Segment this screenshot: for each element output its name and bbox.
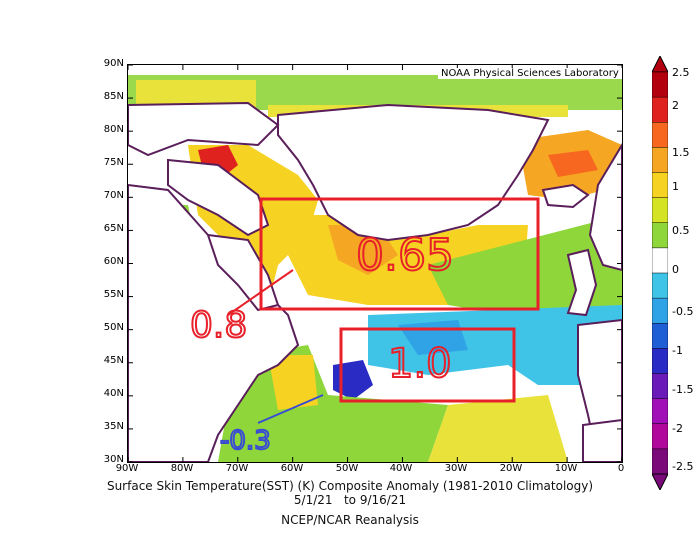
map-title: Surface Skin Temperature(SST) (K) Compos… — [106, 479, 594, 493]
lat-label: 80N — [103, 124, 124, 135]
colorbar-max-arrow — [652, 56, 668, 73]
annotation-box-south — [339, 327, 516, 403]
sst-anomaly-map: 0.65 1.0 0.8 -0.3 — [128, 65, 622, 462]
colorbar-segment — [652, 96, 668, 123]
canadian-archipelago — [128, 101, 280, 157]
scandinavia — [588, 143, 622, 272]
lon-label: 20W — [499, 463, 523, 474]
lat-label: 85N — [103, 91, 124, 102]
colorbar-segment — [652, 448, 668, 475]
colorbar-label: 1 — [672, 180, 679, 193]
lon-label: 60W — [280, 463, 304, 474]
colorbar-label: 2 — [672, 99, 679, 112]
annotation-text-box1: 0.65 — [356, 230, 454, 281]
colorbar-segment — [652, 348, 668, 375]
provider-label: NOAA Physical Sciences Laboratory — [438, 68, 622, 79]
data-source: NCEP/NCAR Reanalysis — [281, 513, 419, 527]
colorbar-segment — [652, 423, 668, 450]
colorbar-label: -0.5 — [672, 305, 694, 318]
date-range: 5/1/21 to 9/16/21 — [293, 493, 407, 507]
lat-label: 40N — [103, 388, 124, 399]
colorbar-label: 0 — [672, 263, 679, 276]
frame-ticks — [128, 65, 622, 462]
colorbar-label: -1.5 — [672, 383, 694, 396]
iceland — [541, 183, 590, 209]
lon-label: 30W — [444, 463, 468, 474]
map-area: 0.65 1.0 0.8 -0.3 — [127, 64, 623, 463]
colorbar-label: -1 — [672, 344, 683, 357]
subpolar-green-east — [428, 215, 622, 315]
lat-label: 55N — [103, 289, 124, 300]
colorbar — [652, 56, 668, 490]
colorbar-segment — [652, 297, 668, 324]
lon-label: 80W — [170, 463, 194, 474]
colorbar-segment — [652, 147, 668, 174]
hand-annotations: 0.65 1.0 0.8 -0.3 — [189, 197, 540, 457]
colorbar-segment — [652, 71, 668, 98]
colorbar-segment — [652, 323, 668, 350]
greenland — [277, 103, 550, 242]
colorbar-min-arrow — [652, 473, 668, 490]
lat-label: 30N — [103, 454, 124, 465]
annotation-pointer-red — [227, 269, 294, 316]
colorbar-segment — [652, 122, 668, 149]
colorbar-segment — [652, 272, 668, 299]
colorbar-segment — [652, 398, 668, 425]
gulf-stream-yellow — [268, 355, 318, 410]
lon-label: 0 — [617, 463, 625, 474]
annotation-text-left: 0.8 — [190, 305, 247, 346]
lat-label: 35N — [103, 421, 124, 432]
colorbar-segment — [652, 197, 668, 224]
british-isles — [566, 248, 598, 317]
colorbar-segment — [652, 172, 668, 199]
lon-label: 70W — [225, 463, 249, 474]
colorbar-segment — [652, 373, 668, 400]
annotation-text-south: -0.3 — [220, 426, 271, 456]
annotation-box-north — [259, 197, 540, 311]
lat-label: 50N — [103, 322, 124, 333]
lat-label: 70N — [103, 190, 124, 201]
lon-label: 10W — [554, 463, 578, 474]
lat-label: 65N — [103, 223, 124, 234]
coastlines — [128, 101, 622, 462]
lat-label: 90N — [103, 58, 124, 69]
lon-label: 90W — [115, 463, 139, 474]
annotation-text-box2: 1.0 — [388, 341, 452, 387]
colorbar-label: 0.5 — [672, 224, 690, 237]
lon-label: 40W — [389, 463, 413, 474]
annotation-pointer-blue — [257, 394, 324, 424]
colorbar-segment — [652, 222, 668, 249]
colorbar-label: -2 — [672, 422, 683, 435]
lat-label: 45N — [103, 355, 124, 366]
lat-label: 60N — [103, 256, 124, 267]
lat-label: 75N — [103, 157, 124, 168]
greenland-sea-core — [548, 150, 598, 177]
baffin-island — [167, 158, 270, 237]
cold-blue-core — [333, 360, 373, 400]
africa-nw — [582, 418, 622, 462]
atlantic-south-yellow — [428, 395, 568, 462]
lon-label: 50W — [335, 463, 359, 474]
colorbar-label: -2.5 — [672, 460, 694, 473]
colorbar-label: 1.5 — [672, 146, 690, 159]
colorbar-label: 2.5 — [672, 66, 690, 79]
colorbar-segment — [652, 247, 668, 274]
